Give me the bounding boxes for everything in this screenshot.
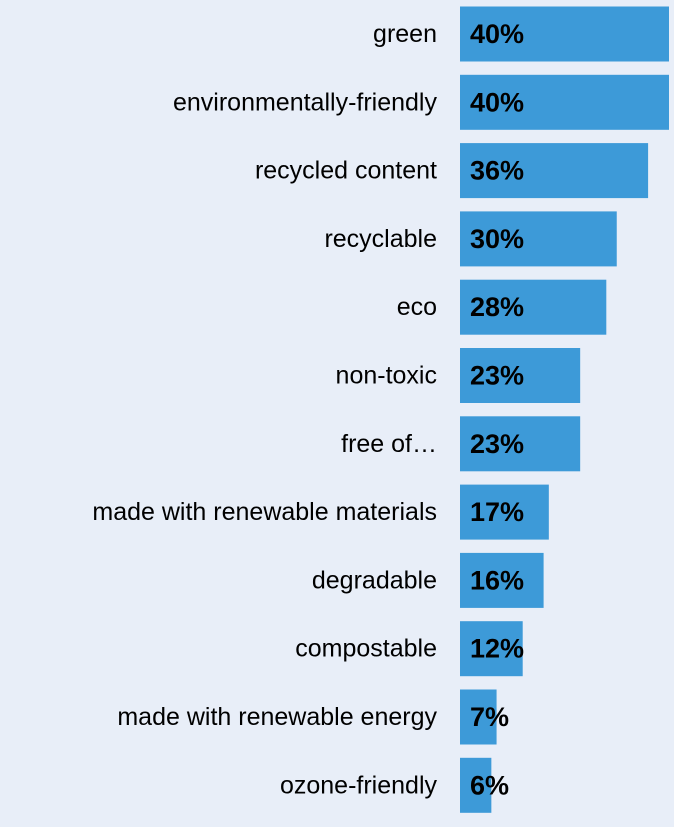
bar-row: degradable 16% [312, 552, 544, 608]
value-label: 16% [470, 565, 524, 595]
value-label: 36% [470, 156, 524, 186]
category-label: green [373, 20, 437, 48]
value-label: 23% [470, 429, 524, 459]
value-label: 40% [470, 87, 524, 117]
bar [460, 689, 497, 745]
value-label: 30% [470, 224, 524, 254]
bar-row: made with renewable energy 7% [117, 689, 509, 745]
bar [460, 348, 581, 403]
value-label: 17% [470, 497, 524, 527]
bar-row: ozone-friendly 6% [280, 757, 509, 813]
bar-row: eco 28% [397, 279, 607, 335]
bar-row: recyclable 30% [324, 211, 617, 267]
category-label: environmentally-friendly [173, 88, 438, 116]
category-label: made with renewable energy [117, 703, 437, 731]
bar [460, 484, 549, 540]
value-label: 28% [470, 292, 524, 322]
category-label: made with renewable materials [92, 498, 437, 526]
bar-row: non-toxic 23% [336, 348, 581, 403]
bar [460, 757, 492, 813]
category-label: ozone-friendly [280, 771, 438, 799]
bar [460, 279, 607, 335]
category-label: compostable [295, 635, 437, 663]
value-label: 6% [470, 770, 509, 800]
bar-row: free of… 23% [341, 416, 581, 472]
bar-row: made with renewable materials 17% [92, 484, 549, 540]
bar [460, 74, 669, 130]
category-label: free of… [341, 430, 437, 458]
value-label: 7% [470, 702, 509, 732]
category-label: recycled content [255, 157, 437, 185]
bar-row: recycled content 36% [255, 143, 649, 199]
category-label: degradable [312, 566, 437, 594]
bar [460, 143, 649, 199]
bar [460, 416, 581, 472]
value-label: 40% [470, 19, 524, 49]
bar-row: green 40% [373, 6, 669, 62]
category-label: recyclable [324, 225, 437, 253]
value-label: 23% [470, 361, 524, 391]
value-label: 12% [470, 634, 524, 664]
bar-row: compostable 12% [295, 621, 524, 677]
category-label: eco [397, 293, 437, 321]
bar [460, 211, 617, 267]
bar [460, 6, 669, 62]
bar-row: environmentally-friendly 40% [173, 74, 669, 130]
bar [460, 621, 523, 677]
bar [460, 552, 544, 608]
category-label: non-toxic [336, 362, 437, 390]
